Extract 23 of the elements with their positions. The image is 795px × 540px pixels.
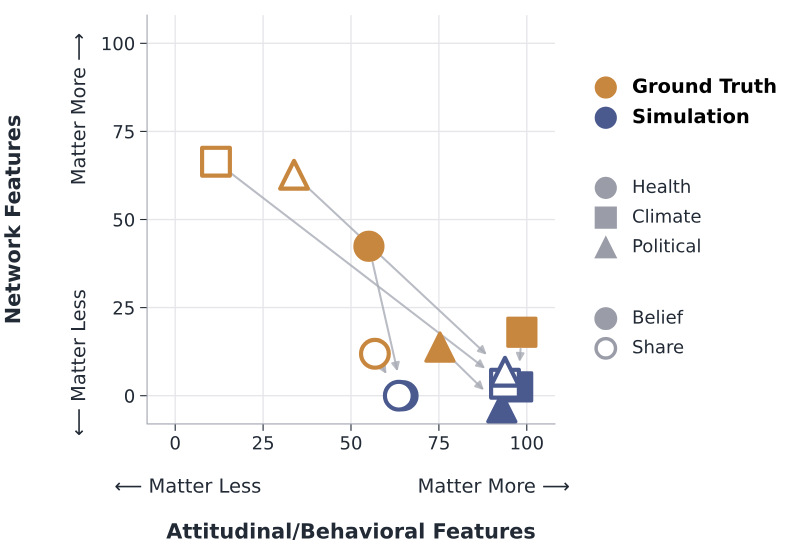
- x-tick-label: 25: [252, 436, 274, 450]
- y-tick-label: 75: [114, 125, 134, 139]
- text: Matter More ⟶: [419, 478, 569, 493]
- text: Share: [633, 340, 684, 354]
- text: Simulation: [633, 108, 748, 124]
- x-tick-label: 0: [170, 436, 180, 450]
- y-tick-label: 25: [114, 301, 134, 315]
- text: ⟵ Matter Less: [115, 478, 260, 493]
- text: Belief: [634, 310, 684, 324]
- y-tick-label: 50: [114, 212, 134, 227]
- x-tick-label: 50: [340, 436, 362, 450]
- y-tick-label: 0: [124, 389, 134, 403]
- y-tick-label: 100: [102, 36, 134, 50]
- x-axis-title: Attitudinal/Behavioral Features: [166, 522, 535, 540]
- y-axis-title: Network Features: [4, 116, 20, 322]
- text: Climate: [633, 208, 701, 223]
- x-tick-label: 100: [512, 436, 543, 450]
- text: ⟵ Matter Less: [70, 290, 86, 436]
- text: Ground Truth: [632, 78, 776, 94]
- x-tick-label: 75: [428, 436, 449, 450]
- text: Matter More ⟶: [70, 34, 86, 184]
- text: Health: [634, 179, 690, 194]
- text: Political: [634, 238, 700, 253]
